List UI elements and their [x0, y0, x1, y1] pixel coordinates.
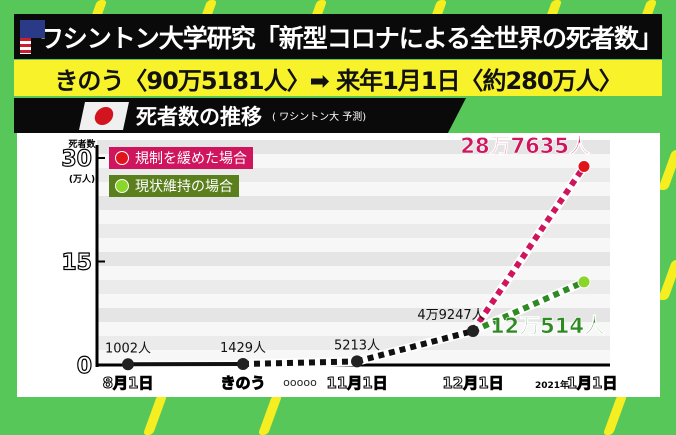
series-end-label-1: 12万514人 [490, 314, 605, 338]
y-tick-label: 0 [77, 354, 92, 379]
green-dot-icon [115, 179, 129, 193]
data-point [237, 358, 249, 370]
y-tick-label: 15 [61, 251, 92, 276]
data-point [351, 355, 363, 367]
data-label: 4万9247人 [417, 308, 484, 323]
legend-item-red: 規制を緩めた場合 [109, 147, 253, 169]
data-label: 5213人 [334, 338, 380, 353]
series-end-point-1 [578, 276, 590, 288]
y-axis-unit: (万人) [69, 173, 95, 185]
data-point [467, 325, 479, 337]
x-tick-label: 11月1日 [326, 374, 387, 392]
x-tick-label: 8月1日 [103, 374, 154, 392]
red-dot-icon [115, 151, 129, 165]
series-end-label-0: 28万7635人 [460, 134, 590, 158]
legend-item-green: 現状維持の場合 [109, 175, 239, 197]
x-tick-label: きのう [220, 374, 265, 392]
x-tick-label: 1月1日 [567, 374, 618, 392]
x-tick-label: 12月1日 [442, 374, 503, 392]
gap-marker: ooooo [283, 376, 317, 389]
x-tick-prefix: 2021年 [535, 379, 569, 391]
legend-label: 現状維持の場合 [135, 176, 233, 196]
data-point [122, 358, 134, 370]
data-label: 1002人 [105, 341, 151, 356]
series-end-point-0 [578, 161, 590, 173]
data-label: 1429人 [220, 341, 266, 356]
y-tick-label: 30 [61, 147, 92, 172]
legend-label: 規制を緩めた場合 [135, 148, 247, 168]
